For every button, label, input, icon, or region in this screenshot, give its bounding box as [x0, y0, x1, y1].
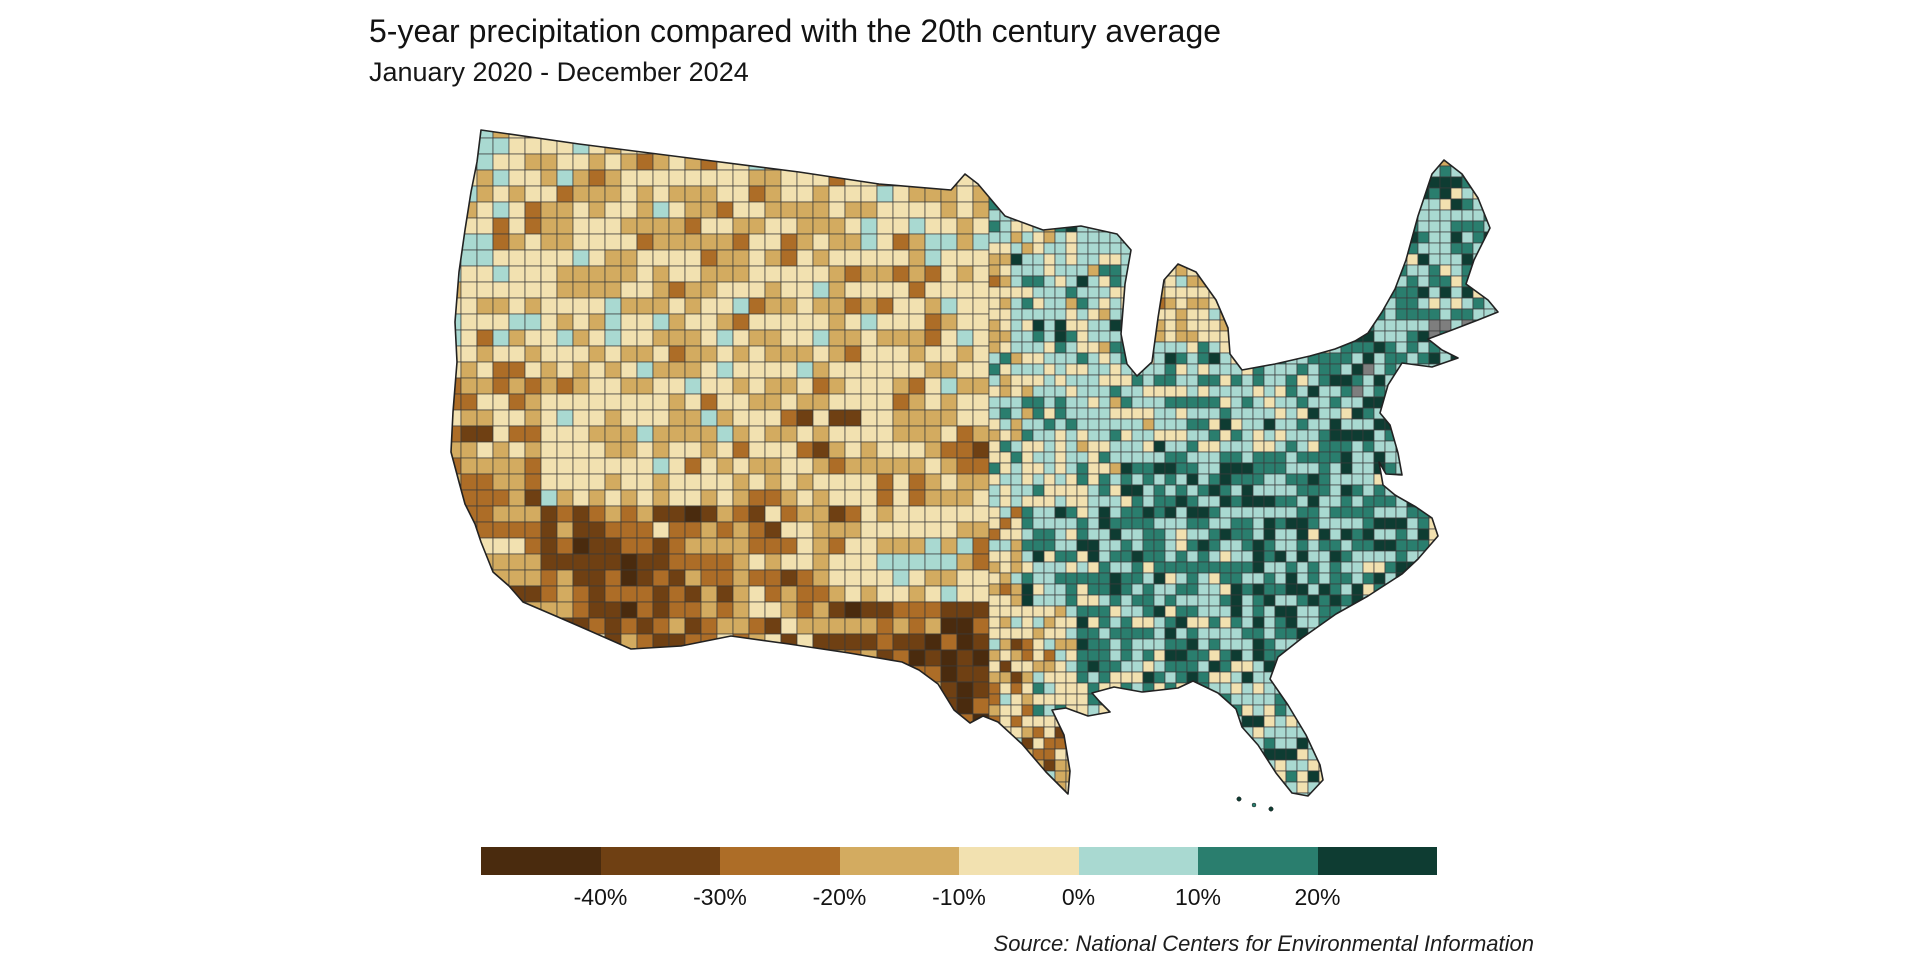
legend-tick-label: -10% — [932, 884, 986, 910]
legend-tick-label: 0% — [1061, 884, 1096, 910]
legend-tick-label: 10% — [1174, 884, 1222, 910]
legend-tick-label: -40% — [573, 884, 628, 910]
legend-swatch-7 — [1317, 847, 1437, 875]
us-map-container — [429, 122, 1539, 812]
legend-swatch-5 — [1078, 847, 1198, 875]
legend-swatch-0 — [481, 847, 601, 875]
legend-tick-label: -20% — [812, 884, 867, 910]
figure-subtitle: January 2020 - December 2024 — [369, 57, 749, 87]
legend-tick-label: 20% — [1294, 884, 1341, 910]
legend-swatch-1 — [600, 847, 720, 875]
legend-tick-labels: -40% -30% -20% -10% 0% 10% 20% — [481, 884, 1437, 914]
florida-keys-dots — [1236, 796, 1274, 812]
source-attribution: Source: National Centers for Environment… — [993, 931, 1534, 956]
legend-tick-label: -30% — [693, 884, 747, 910]
us-precipitation-choropleth-map — [450, 129, 1499, 812]
figure-title: 5-year precipitation compared with the 2… — [369, 13, 1222, 49]
legend-swatch-6 — [1198, 847, 1318, 875]
legend-swatch-4 — [959, 847, 1079, 875]
legend-swatch-3 — [839, 847, 959, 875]
county-cells-layer — [451, 130, 1498, 796]
legend: -40% -30% -20% -10% 0% 10% 20% — [481, 847, 1437, 922]
legend-swatch-2 — [720, 847, 840, 875]
legend-color-bar — [481, 847, 1437, 875]
